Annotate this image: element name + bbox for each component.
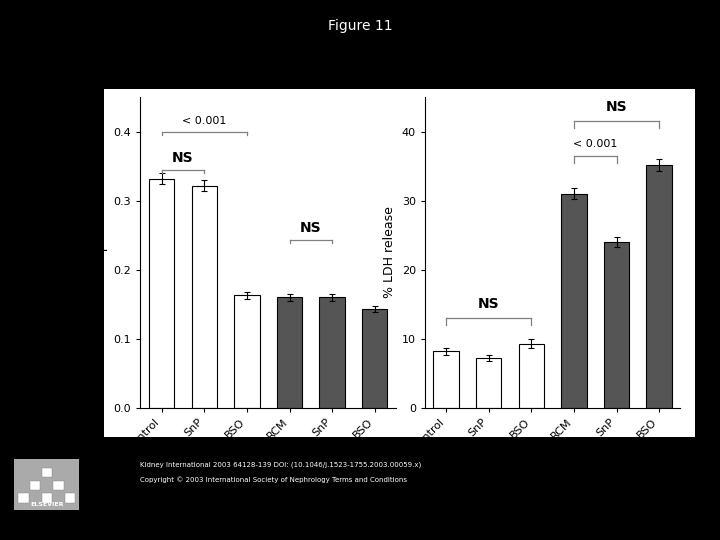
Bar: [518, 343, 544, 408]
Bar: [42, 468, 52, 477]
Text: ELSEVIER: ELSEVIER: [30, 502, 63, 507]
Text: < 0.001: < 0.001: [182, 116, 227, 126]
Y-axis label: MTT uptake: MTT uptake: [95, 216, 108, 289]
Text: Copyright © 2003 International Society of Nephrology Terms and Conditions: Copyright © 2003 International Society o…: [140, 476, 408, 483]
Bar: [149, 179, 174, 408]
Bar: [476, 358, 501, 408]
Bar: [561, 194, 587, 408]
Text: Figure 11: Figure 11: [328, 19, 392, 33]
Bar: [18, 494, 29, 503]
Bar: [192, 186, 217, 408]
Bar: [234, 295, 260, 408]
Bar: [53, 481, 63, 490]
Text: NS: NS: [172, 151, 194, 165]
Bar: [65, 494, 76, 503]
Text: NS: NS: [478, 297, 500, 311]
Text: NS: NS: [300, 221, 322, 235]
Y-axis label: % LDH release: % LDH release: [383, 206, 396, 299]
Text: NS: NS: [606, 100, 627, 114]
Bar: [42, 494, 52, 503]
Bar: [30, 481, 40, 490]
Text: < 0.001: < 0.001: [573, 139, 617, 149]
Bar: [276, 298, 302, 408]
Text: Kidney International 2003 64128-139 DOI: (10.1046/j.1523-1755.2003.00059.x): Kidney International 2003 64128-139 DOI:…: [140, 462, 422, 468]
Bar: [320, 298, 345, 408]
Bar: [362, 309, 387, 408]
Bar: [647, 165, 672, 408]
Bar: [433, 351, 459, 408]
Bar: [603, 242, 629, 408]
